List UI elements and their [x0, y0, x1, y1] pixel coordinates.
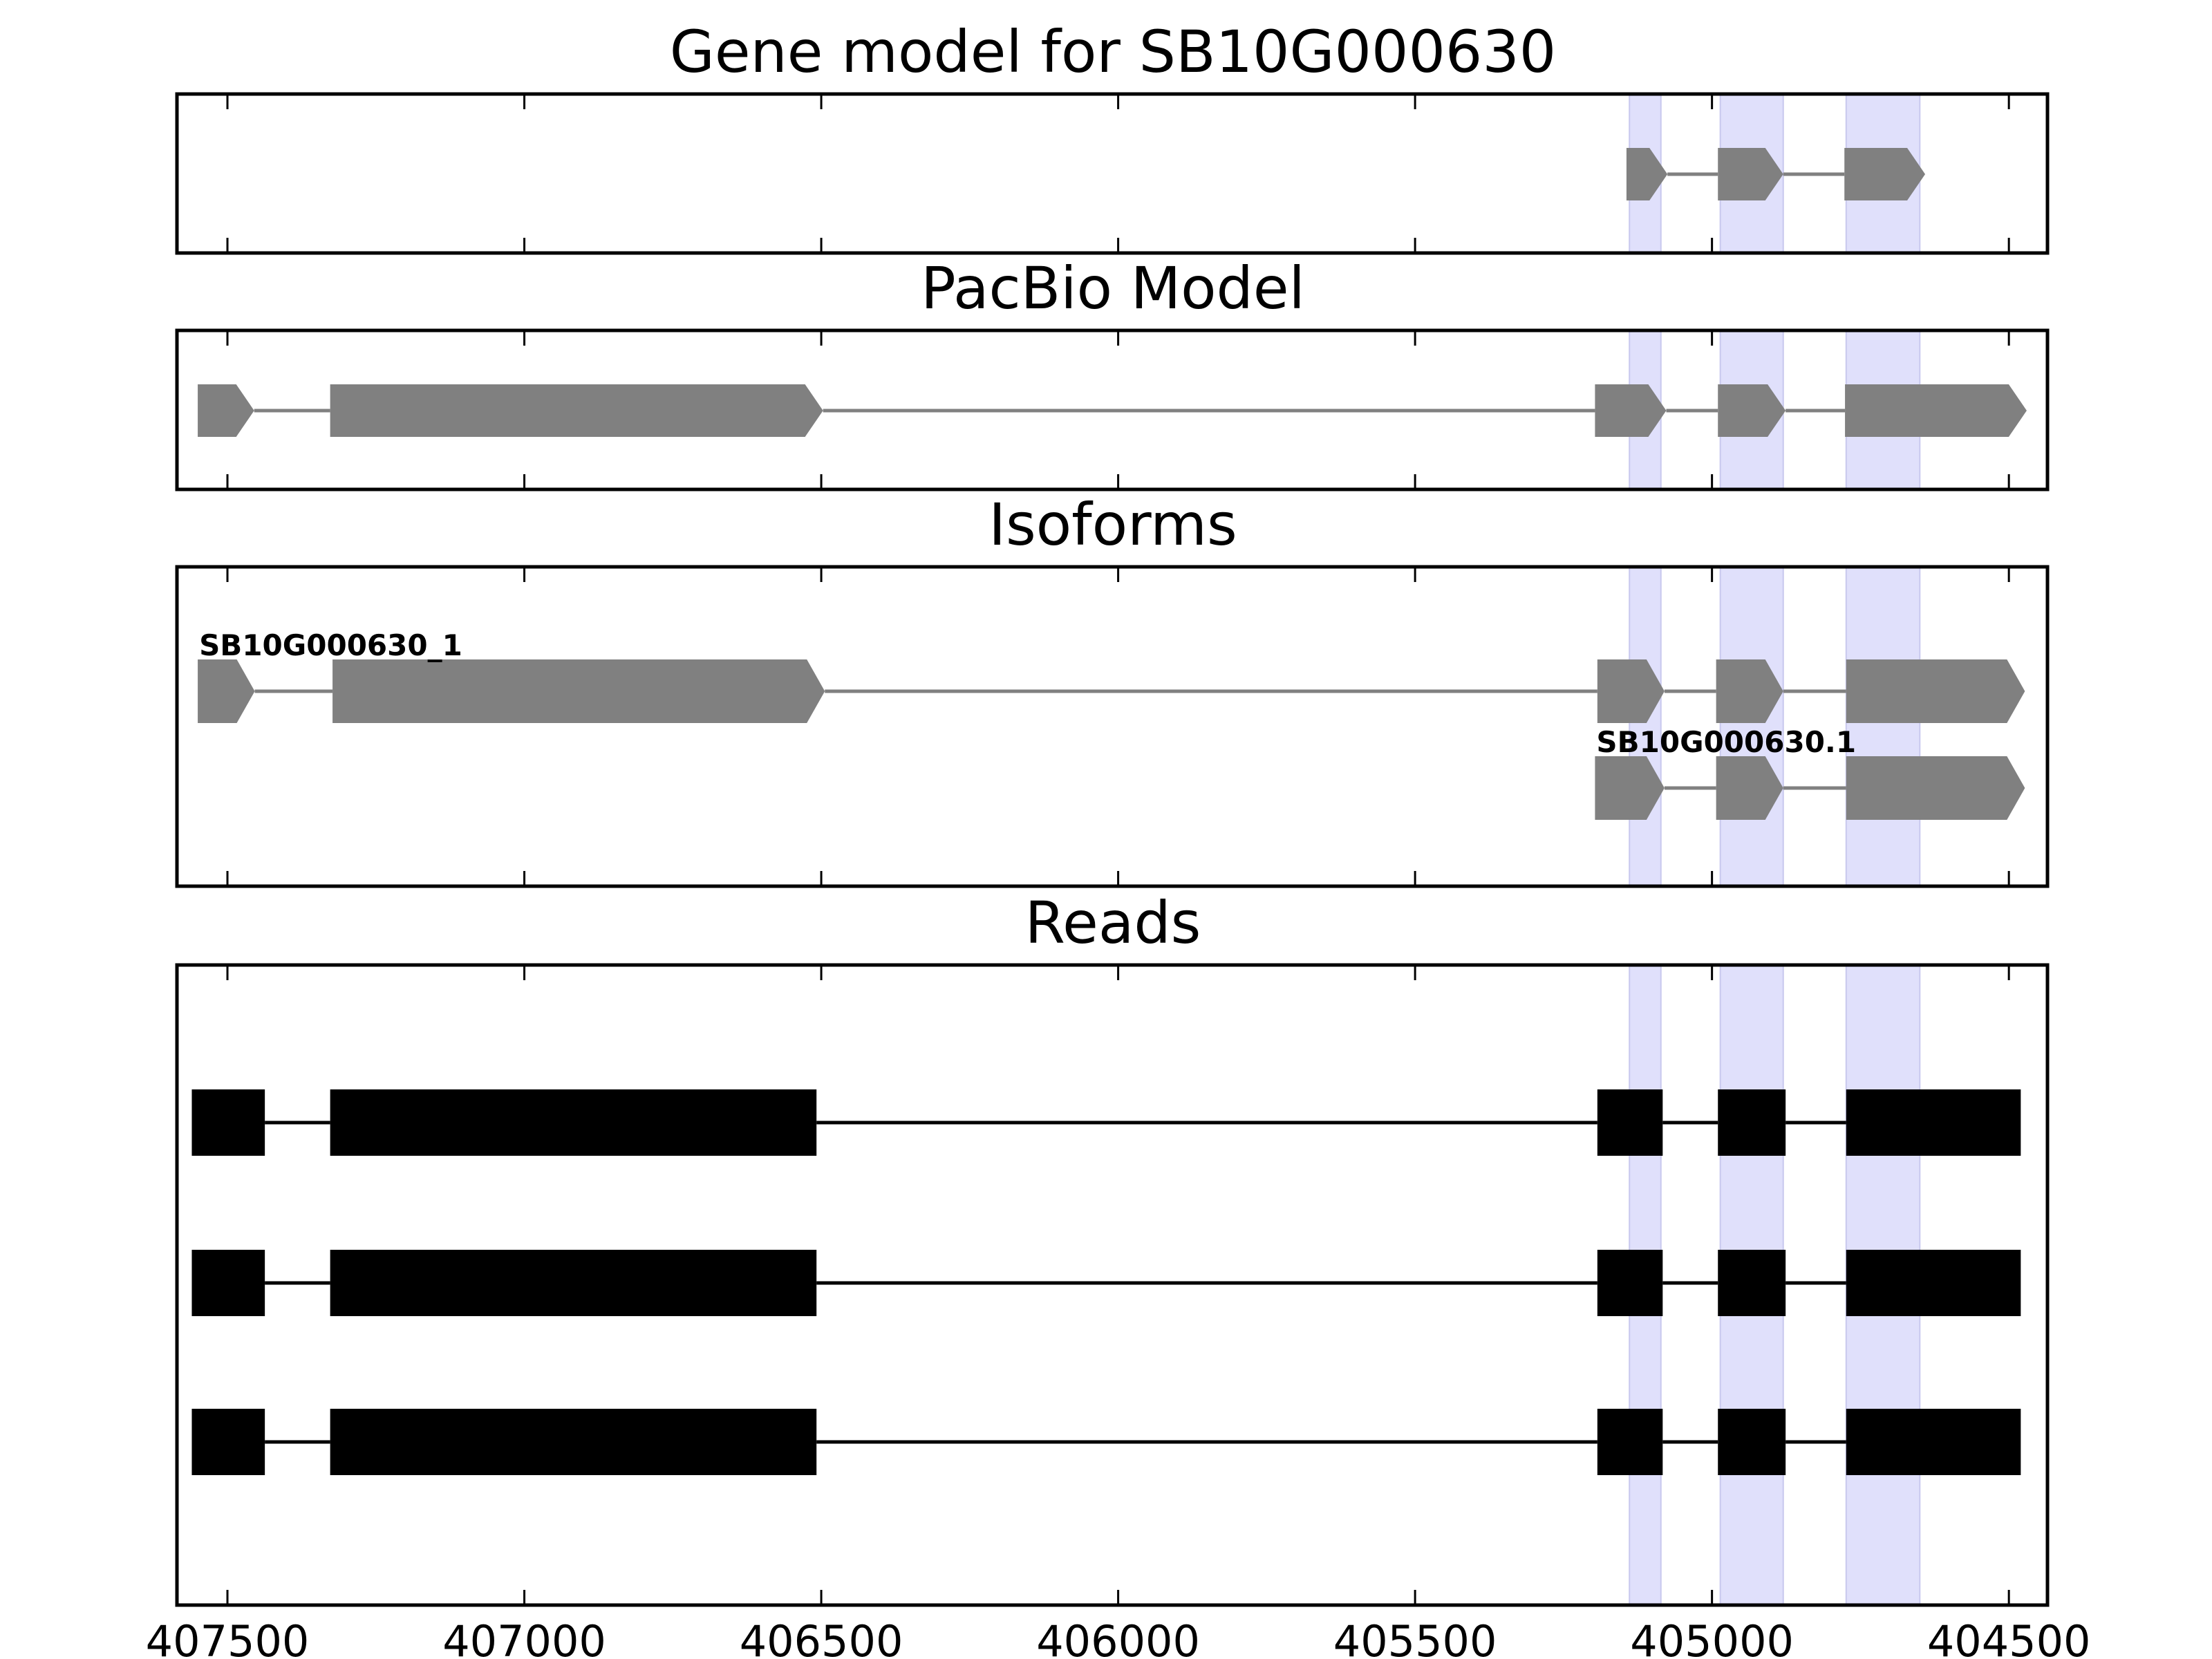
track-2-1: SB10G000630.1 — [1595, 725, 2025, 820]
panel-1 — [175, 328, 2050, 491]
exon-arrow — [1846, 659, 2025, 723]
exon-arrow — [1846, 756, 2025, 820]
panel-title-isoforms: Isoforms — [988, 491, 1237, 559]
exon-block — [1718, 1089, 1786, 1156]
exon-arrow — [1626, 148, 1668, 200]
highlight-region-1 — [1719, 566, 1784, 887]
exon-arrow — [1595, 384, 1667, 437]
x-tick-label: 406500 — [740, 1616, 903, 1659]
exon-block — [1846, 1250, 2021, 1316]
panel-frame — [175, 328, 2050, 491]
exon-arrow — [1595, 756, 1665, 820]
exon-arrow — [198, 384, 254, 437]
exon-arrow — [330, 384, 823, 437]
exon-block — [330, 1409, 817, 1475]
isoform-label: SB10G000630.1 — [1596, 725, 1856, 759]
exon-arrow — [1718, 384, 1786, 437]
exon-block — [191, 1250, 265, 1316]
x-tick-label: 407500 — [146, 1616, 310, 1659]
track-3-1 — [191, 1250, 2021, 1316]
plot-layer: SB10G000630_1 SB10G000630.1 407500 407000 40… — [146, 92, 2091, 1659]
exon-arrow — [332, 659, 825, 723]
panel-title-pacbio-model: PacBio Model — [921, 254, 1305, 322]
x-tick-label: 405000 — [1630, 1616, 1794, 1659]
panel-frame — [175, 963, 2050, 1607]
highlight-region-0 — [1629, 566, 1662, 887]
exon-block — [1597, 1250, 1663, 1316]
exon-arrow — [1844, 148, 1926, 200]
x-tick-label: 404500 — [1927, 1616, 2091, 1659]
x-tick-label: 405500 — [1333, 1616, 1497, 1659]
exon-arrow — [1845, 384, 2027, 437]
exon-arrow — [1718, 148, 1783, 200]
exon-arrow — [1716, 659, 1783, 723]
exon-block — [1597, 1089, 1663, 1156]
exon-arrow — [1597, 659, 1665, 723]
exon-arrow — [198, 659, 255, 723]
exon-block — [191, 1409, 265, 1475]
exon-block — [1718, 1409, 1786, 1475]
exon-block — [1846, 1089, 2021, 1156]
panel-2: SB10G000630_1 SB10G000630.1 — [175, 565, 2050, 888]
panel-0 — [175, 92, 2050, 255]
exon-block — [330, 1250, 817, 1316]
exon-block — [1718, 1250, 1786, 1316]
exon-block — [1846, 1409, 2021, 1475]
highlight-region-2 — [1845, 566, 1921, 887]
track-1-0 — [198, 384, 2027, 437]
x-tick-label: 407000 — [442, 1616, 606, 1659]
panel-frame — [175, 565, 2050, 888]
track-3-0 — [191, 1089, 2021, 1156]
x-tick-label: 406000 — [1036, 1616, 1200, 1659]
exon-block — [330, 1089, 817, 1156]
panel-frame — [175, 92, 2050, 255]
isoform-label: SB10G000630_1 — [199, 628, 462, 662]
exon-arrow — [1716, 756, 1783, 820]
panel-3 — [175, 963, 2050, 1607]
panel-title-gene-model: Gene model for SB10G000630 — [670, 18, 1556, 86]
exon-block — [191, 1089, 265, 1156]
track-2-0: SB10G000630_1 — [198, 628, 2025, 723]
panel-title-reads: Reads — [1025, 889, 1201, 957]
exon-block — [1597, 1409, 1663, 1475]
track-3-2 — [191, 1409, 2021, 1475]
track-0-0 — [1626, 148, 1926, 200]
